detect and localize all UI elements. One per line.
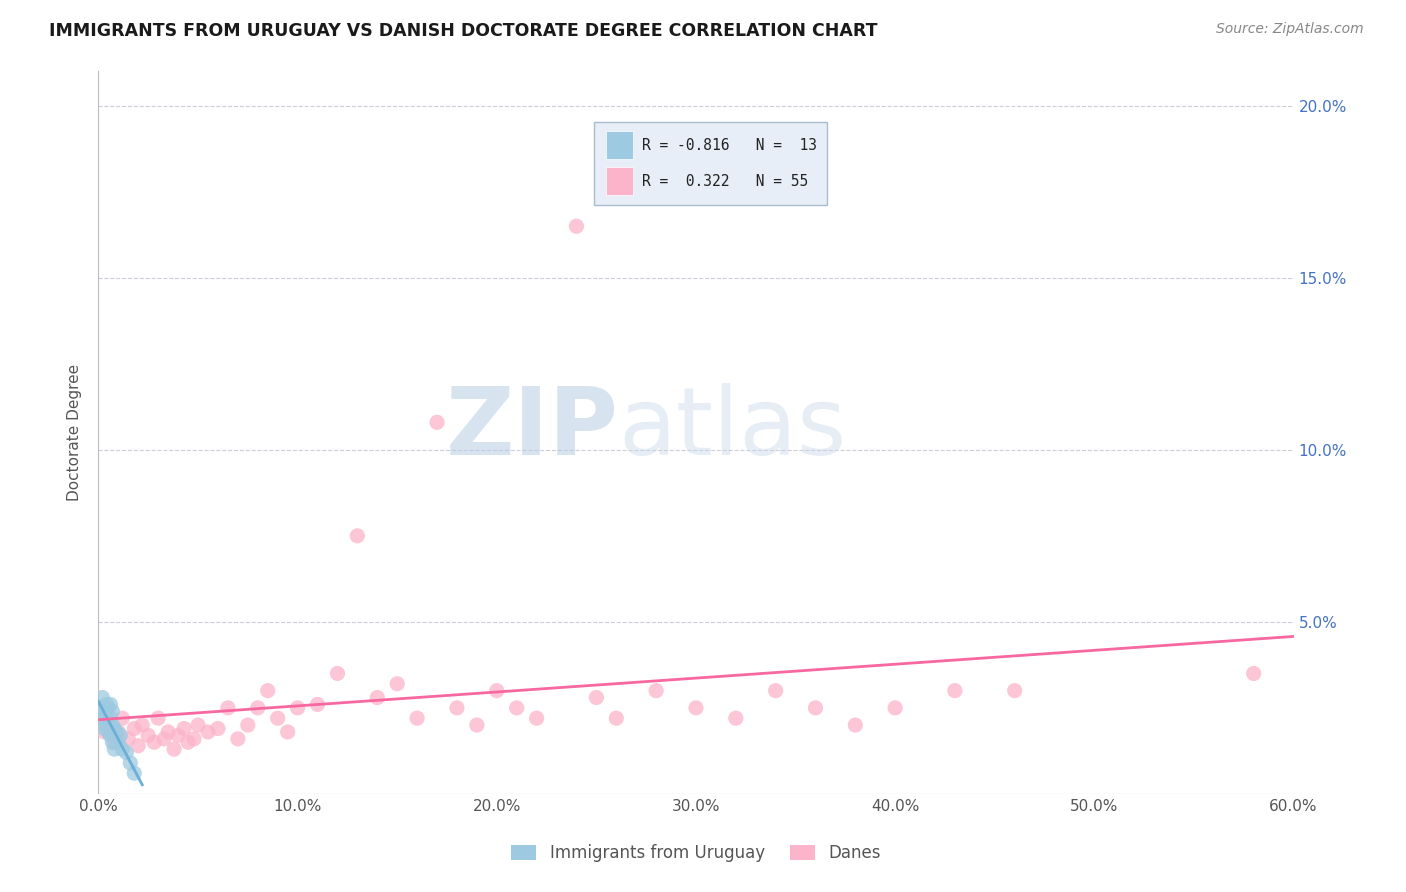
Point bbox=[406, 711, 429, 725]
Point bbox=[426, 415, 449, 429]
Point bbox=[96, 718, 118, 732]
Point bbox=[120, 756, 142, 770]
Y-axis label: Doctorate Degree: Doctorate Degree bbox=[67, 364, 83, 501]
Point bbox=[117, 731, 139, 746]
Point bbox=[173, 722, 195, 736]
Text: ZIP: ZIP bbox=[446, 383, 619, 475]
Point bbox=[366, 690, 388, 705]
Point bbox=[97, 725, 120, 739]
Point bbox=[103, 735, 125, 749]
Bar bbox=[606, 131, 633, 159]
Point bbox=[884, 701, 907, 715]
Point bbox=[98, 698, 122, 712]
Legend: Immigrants from Uruguay, Danes: Immigrants from Uruguay, Danes bbox=[505, 838, 887, 869]
Point bbox=[724, 711, 747, 725]
Point bbox=[346, 529, 368, 543]
Point bbox=[115, 746, 138, 760]
Point bbox=[91, 690, 114, 705]
Point bbox=[93, 704, 115, 718]
Point bbox=[163, 742, 186, 756]
Point bbox=[277, 725, 299, 739]
Point bbox=[101, 735, 124, 749]
Point bbox=[765, 683, 787, 698]
Point bbox=[148, 711, 170, 725]
Point bbox=[804, 701, 827, 715]
Point bbox=[136, 728, 159, 742]
Point bbox=[177, 735, 200, 749]
Point bbox=[107, 725, 129, 739]
Point bbox=[97, 714, 120, 729]
Point bbox=[101, 718, 124, 732]
Point bbox=[685, 701, 707, 715]
Point bbox=[267, 711, 290, 725]
Point bbox=[111, 742, 134, 756]
Point bbox=[465, 718, 488, 732]
Point bbox=[585, 690, 607, 705]
Point bbox=[101, 704, 124, 718]
Point bbox=[187, 718, 209, 732]
Point bbox=[1243, 666, 1265, 681]
Point bbox=[246, 701, 269, 715]
Point bbox=[236, 718, 259, 732]
Point bbox=[605, 711, 627, 725]
Point bbox=[143, 735, 166, 749]
Point bbox=[93, 725, 115, 739]
Point bbox=[124, 722, 146, 736]
Point bbox=[111, 711, 134, 725]
Point bbox=[326, 666, 349, 681]
Point bbox=[127, 739, 149, 753]
Point bbox=[226, 731, 249, 746]
Text: Source: ZipAtlas.com: Source: ZipAtlas.com bbox=[1216, 22, 1364, 37]
Point bbox=[103, 742, 125, 756]
Point bbox=[167, 728, 190, 742]
Point bbox=[110, 728, 132, 742]
Point bbox=[526, 711, 548, 725]
Text: IMMIGRANTS FROM URUGUAY VS DANISH DOCTORATE DEGREE CORRELATION CHART: IMMIGRANTS FROM URUGUAY VS DANISH DOCTOR… bbox=[49, 22, 877, 40]
Point bbox=[943, 683, 966, 698]
Point bbox=[96, 698, 118, 712]
Text: atlas: atlas bbox=[619, 383, 846, 475]
Bar bbox=[606, 168, 633, 195]
Point bbox=[93, 722, 115, 736]
Point bbox=[565, 219, 588, 234]
Point bbox=[307, 698, 329, 712]
Point bbox=[1004, 683, 1026, 698]
Point bbox=[91, 711, 114, 725]
Text: R =  0.322   N = 55: R = 0.322 N = 55 bbox=[643, 174, 808, 189]
Point bbox=[98, 728, 122, 742]
Point bbox=[485, 683, 508, 698]
Point bbox=[97, 701, 120, 715]
Point bbox=[385, 677, 409, 691]
Point bbox=[287, 701, 309, 715]
Point bbox=[256, 683, 278, 698]
Point bbox=[506, 701, 529, 715]
Point bbox=[107, 735, 129, 749]
Point bbox=[97, 718, 120, 732]
Point bbox=[207, 722, 229, 736]
Point bbox=[89, 701, 111, 715]
Point bbox=[157, 725, 180, 739]
Point bbox=[446, 701, 468, 715]
Point bbox=[124, 766, 146, 780]
Point bbox=[105, 725, 128, 739]
Point bbox=[98, 711, 122, 725]
Point bbox=[645, 683, 668, 698]
Point bbox=[183, 731, 205, 746]
Point bbox=[197, 725, 219, 739]
Point bbox=[103, 722, 125, 736]
Point bbox=[844, 718, 866, 732]
Text: R = -0.816   N =  13: R = -0.816 N = 13 bbox=[643, 137, 817, 153]
Point bbox=[153, 731, 176, 746]
Point bbox=[217, 701, 239, 715]
FancyBboxPatch shape bbox=[595, 122, 827, 205]
Point bbox=[96, 707, 118, 722]
Point bbox=[131, 718, 153, 732]
